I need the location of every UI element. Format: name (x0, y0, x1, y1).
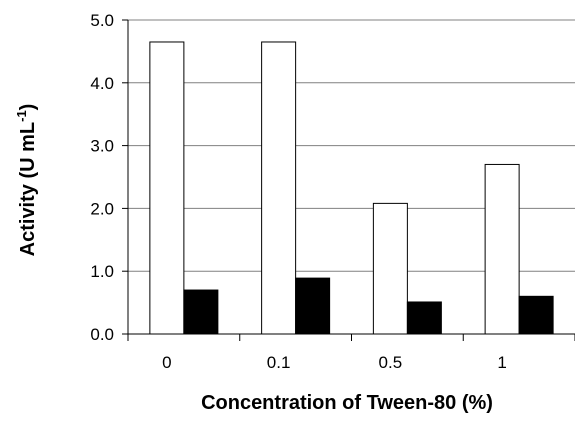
y-tick-label: 0.0 (90, 325, 114, 344)
bar-series-2 (183, 289, 219, 335)
x-tick-label: 1 (497, 353, 506, 372)
y-tick-label: 4.0 (90, 74, 114, 93)
y-tick-label: 3.0 (90, 137, 114, 156)
y-axis-title: Activity (U mL-1) (14, 104, 39, 257)
bar-series-1 (484, 163, 520, 335)
bar-series-1 (149, 41, 185, 335)
x-tick-label: 0.5 (379, 353, 403, 372)
bar-series-2 (295, 277, 331, 335)
y-tick-label: 2.0 (90, 199, 114, 218)
x-axis-title: Concentration of Tween-80 (%) (201, 392, 493, 414)
bar-series-2 (518, 295, 554, 335)
y-tick-labels: 0.0 1.0 2.0 3.0 4.0 5.0 (90, 11, 114, 344)
x-tick-label: 0 (162, 353, 171, 372)
bar-series-1 (372, 202, 408, 335)
x-tick-label: 0.1 (267, 353, 291, 372)
x-tick-labels: 0 0.1 0.5 1 (162, 353, 507, 372)
axes (122, 19, 575, 341)
bar-series-1 (261, 41, 297, 335)
y-axis-title-superscript: -1 (14, 110, 29, 122)
bars (149, 41, 554, 335)
y-axis-title-main: Activity (U mL (17, 122, 39, 256)
y-tick-label: 5.0 (90, 11, 114, 30)
bar-series-2 (406, 301, 442, 335)
y-axis-title-close: ) (17, 104, 39, 111)
y-tick-label: 1.0 (90, 262, 114, 281)
